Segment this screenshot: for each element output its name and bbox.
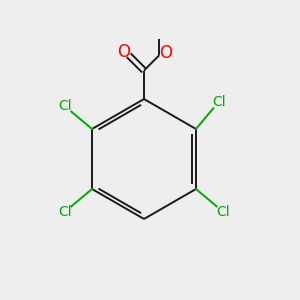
Text: Cl: Cl	[212, 95, 226, 109]
Text: O: O	[117, 43, 130, 61]
Text: O: O	[159, 44, 172, 62]
Text: Cl: Cl	[58, 205, 72, 219]
Text: Cl: Cl	[58, 99, 72, 113]
Text: Cl: Cl	[216, 205, 230, 219]
